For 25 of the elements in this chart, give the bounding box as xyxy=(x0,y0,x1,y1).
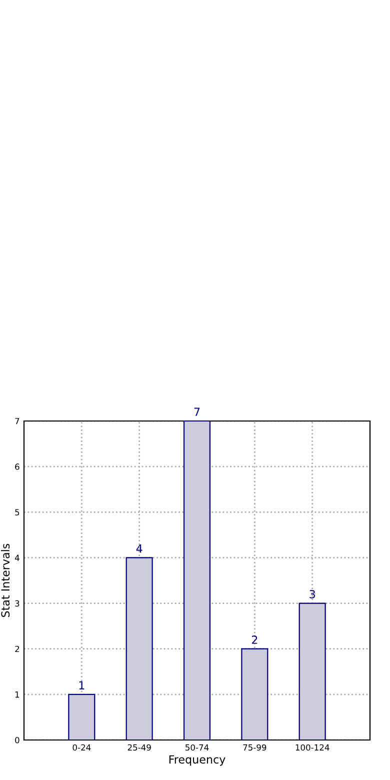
y-tick-label: 7 xyxy=(15,418,20,424)
y-tick-label: 1 xyxy=(15,692,20,698)
bar xyxy=(183,421,211,740)
y-tick-label: 2 xyxy=(15,646,19,652)
bar xyxy=(68,694,96,740)
y-tick-label: 6 xyxy=(15,464,20,470)
data-label: 7 xyxy=(194,408,200,416)
x-tick-label: 0-24 xyxy=(72,744,91,751)
bar xyxy=(298,602,326,740)
data-label: 3 xyxy=(310,590,315,598)
x-axis-title: Frequency xyxy=(169,755,226,766)
data-label: 4 xyxy=(136,544,142,553)
y-axis-title: Stat Intervals xyxy=(1,544,10,617)
x-tick-label: 50-74 xyxy=(186,744,209,751)
x-tick-label: 100-124 xyxy=(296,744,330,751)
data-label: 1 xyxy=(79,681,84,690)
x-tick-label: 25-49 xyxy=(128,744,151,751)
y-tick-label: 0 xyxy=(15,736,20,744)
y-tick-label: 4 xyxy=(14,554,20,561)
x-tick-label: 75-99 xyxy=(243,744,266,751)
y-tick-label: 3 xyxy=(15,600,20,607)
y-tick-label: 5 xyxy=(15,509,20,516)
data-label: 2 xyxy=(252,636,258,644)
bar xyxy=(241,648,268,740)
bar xyxy=(126,557,153,740)
